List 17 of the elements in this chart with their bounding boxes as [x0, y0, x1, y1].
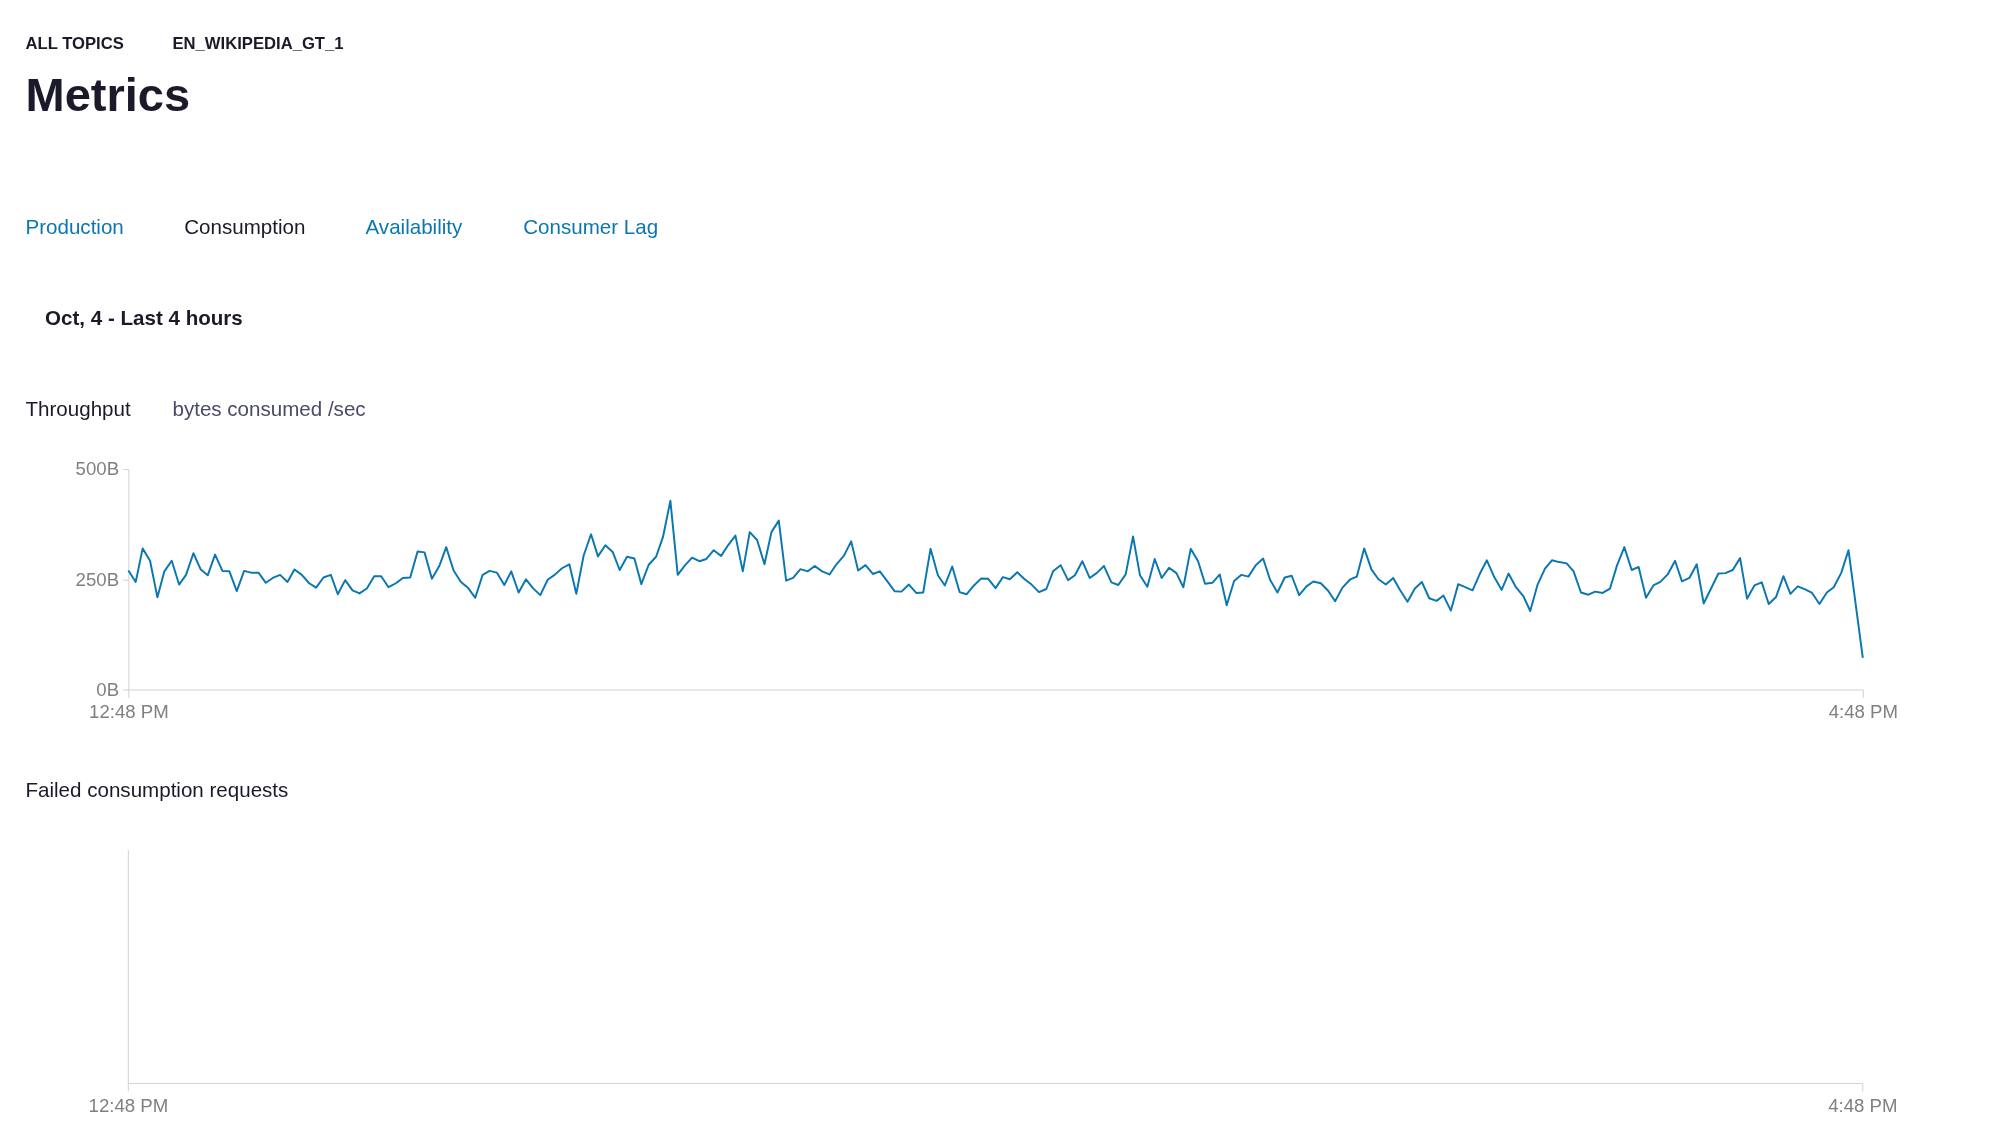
- y-tick-label: 500B: [75, 458, 120, 480]
- text: Consumption: [184, 214, 306, 238]
- y-tick-label: 0B: [96, 678, 120, 700]
- line-series: [127, 499, 1864, 659]
- text: Metrics: [25, 68, 191, 122]
- text: Availability: [365, 214, 463, 238]
- chart-title: Throughput: [25, 397, 131, 421]
- text: Consumer Lag: [523, 214, 659, 238]
- text: EN_WIKIPEDIA_GT_1: [172, 33, 344, 53]
- text: ALL TOPICS: [25, 33, 124, 53]
- chart-subtitle: bytes consumed /sec: [172, 397, 366, 421]
- text: Failed consumption requests: [25, 778, 289, 802]
- text: Oct, 4 - Last 4 hours: [45, 305, 243, 329]
- y-tick-label: 250B: [75, 568, 120, 590]
- text: Production: [25, 214, 124, 238]
- text: 12:48 PM: [88, 1094, 169, 1116]
- text: 4:48 PM: [1828, 1094, 1898, 1116]
